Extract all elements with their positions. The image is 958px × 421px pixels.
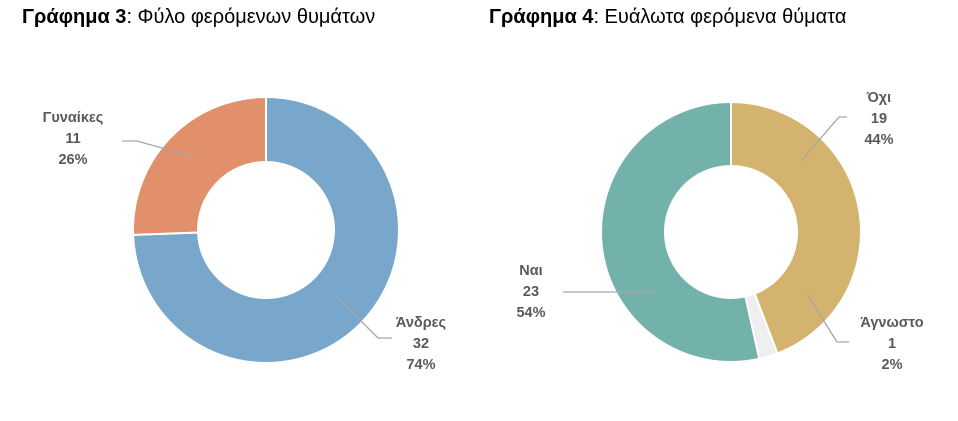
- slice-yes: [600, 100, 761, 363]
- data-label-value: 23: [523, 284, 539, 300]
- data-label-percent: 74%: [406, 357, 435, 373]
- data-label-percent: 26%: [58, 152, 87, 168]
- chart-title-number: Γράφημα 4: [489, 6, 594, 28]
- slice-men: [132, 95, 400, 364]
- chart-title-number: Γράφημα 3: [22, 6, 127, 28]
- data-label-label: Άγνωστο: [860, 315, 923, 331]
- data-label-percent: 44%: [864, 132, 893, 148]
- donut-chart-gender: Άνδρες 32 74% Γυναίκες 11 26%: [43, 95, 446, 373]
- data-label-value: 32: [413, 336, 429, 352]
- leader-line-men: [337, 297, 392, 339]
- slice-women: [132, 95, 267, 236]
- chart-gender: Γράφημα 3: Φύλο φερόμενων θυμάτων Άνδρες…: [22, 6, 446, 373]
- donut-chart-vulnerable: Όχι 19 44% Άγνωστο 1 2% Ναι 23 54%: [516, 90, 923, 373]
- leader-line-unknown: [806, 293, 849, 343]
- leader-line-no: [800, 116, 847, 162]
- data-label-label: Όχι: [866, 90, 891, 106]
- data-label-label: Γυναίκες: [43, 110, 104, 126]
- data-label-value: 1: [888, 336, 896, 352]
- chart-vulnerable: Γράφημα 4: Ευάλωτα φερόμενα θύματα Όχι 19…: [479, 0, 958, 421]
- data-label-value: 11: [65, 131, 80, 147]
- chart-title-text: : Ευάλωτα φερόμενα θύματα: [593, 6, 847, 28]
- leader-line-women: [122, 140, 195, 158]
- chart-title-text: : Φύλο φερόμενων θυμάτων: [126, 6, 376, 28]
- data-label-label: Άνδρες: [396, 315, 446, 331]
- chart-title: Γράφημα 4: Ευάλωτα φερόμενα θύματα: [489, 6, 846, 29]
- slice-no: [730, 100, 862, 355]
- data-label-value: 19: [871, 111, 887, 127]
- data-label-percent: 54%: [516, 305, 545, 321]
- chart-title: Γράφημα 3: Φύλο φερόμενων θυμάτων: [22, 6, 375, 29]
- data-label-label: Ναι: [519, 263, 542, 279]
- data-label-percent: 2%: [882, 357, 903, 373]
